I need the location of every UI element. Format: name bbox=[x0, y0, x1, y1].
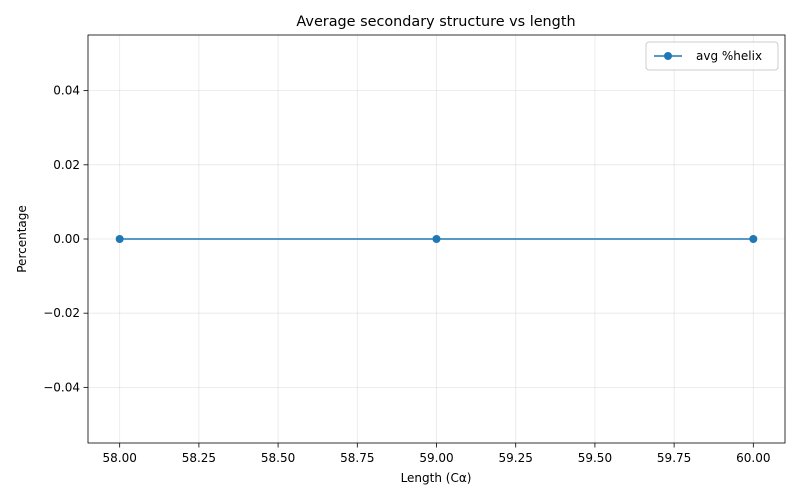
data-point bbox=[115, 235, 124, 243]
x-tick-label: 60.00 bbox=[736, 451, 770, 465]
series-layer bbox=[115, 235, 758, 243]
data-point bbox=[432, 235, 441, 243]
chart-title: Average secondary structure vs length bbox=[296, 14, 575, 30]
legend-label: avg %helix bbox=[696, 49, 762, 63]
x-tick-label: 58.25 bbox=[182, 451, 216, 465]
y-tick-label: 0.02 bbox=[53, 158, 80, 172]
legend-box bbox=[645, 41, 779, 71]
y-tick-label: 0.04 bbox=[53, 84, 80, 98]
x-tick-label: 58.75 bbox=[340, 451, 374, 465]
y-tick-label: −0.02 bbox=[43, 306, 80, 320]
x-tick-label: 59.50 bbox=[578, 451, 612, 465]
x-axis-label: Length (Cα) bbox=[401, 471, 472, 485]
x-tick-label: 58.00 bbox=[103, 451, 137, 465]
y-axis-label: Percentage bbox=[15, 205, 29, 273]
x-tick-label: 59.25 bbox=[499, 451, 533, 465]
legend-marker-swatch bbox=[664, 52, 672, 60]
y-tick-label: 0.00 bbox=[53, 232, 80, 246]
x-axis-ticks: 58.00 58.25 58.50 58.75 59.00 59.25 59.50 59.75… bbox=[103, 443, 770, 465]
legend: avg %helix bbox=[645, 41, 779, 71]
y-tick-label: −0.04 bbox=[43, 380, 80, 394]
data-point bbox=[749, 235, 758, 243]
x-tick-label: 59.00 bbox=[419, 451, 453, 465]
x-tick-label: 58.50 bbox=[261, 451, 295, 465]
x-tick-label: 59.75 bbox=[657, 451, 691, 465]
y-axis-ticks: −0.04 −0.02 0.00 0.02 0.04 bbox=[43, 84, 88, 394]
